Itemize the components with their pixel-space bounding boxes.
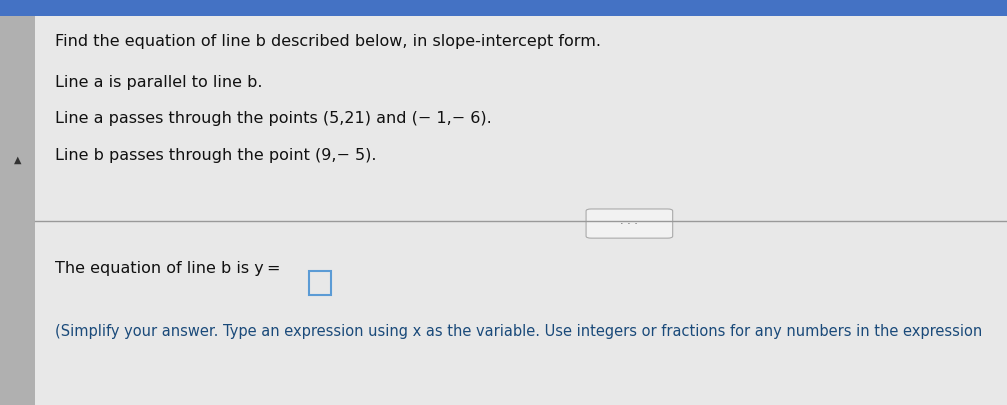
Text: (Simplify your answer. Type an expression using x as the variable. Use integers : (Simplify your answer. Type an expressio… xyxy=(55,324,983,339)
Text: The equation of line b is y =: The equation of line b is y = xyxy=(55,261,284,276)
Bar xyxy=(0,0,1007,16)
Bar xyxy=(0,0,35,405)
Text: ▲: ▲ xyxy=(14,155,22,165)
Bar xyxy=(35,221,1007,405)
Text: · · ·: · · · xyxy=(620,219,638,228)
FancyBboxPatch shape xyxy=(586,209,673,238)
Text: Line b passes through the point (9,− 5).: Line b passes through the point (9,− 5). xyxy=(55,148,377,163)
Text: Find the equation of line b described below, in slope-intercept form.: Find the equation of line b described be… xyxy=(55,34,601,49)
Bar xyxy=(35,0,1007,221)
FancyBboxPatch shape xyxy=(309,271,331,295)
Text: Line a passes through the points (5,21) and (− 1,− 6).: Line a passes through the points (5,21) … xyxy=(55,111,492,126)
Text: Line a is parallel to line b.: Line a is parallel to line b. xyxy=(55,75,263,90)
